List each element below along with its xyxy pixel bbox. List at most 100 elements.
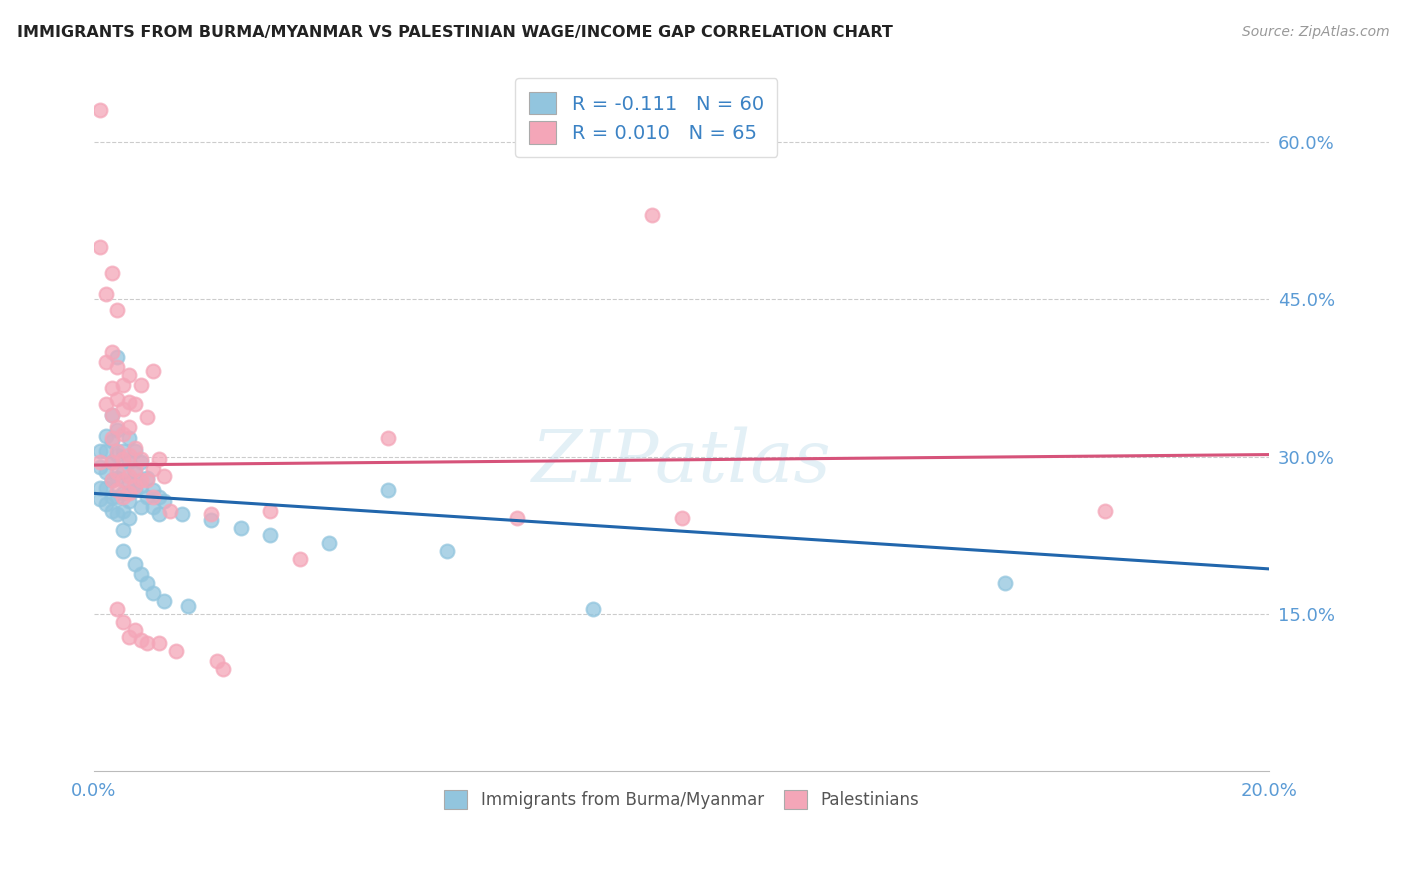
Point — [89, 240, 111, 254]
Point — [135, 490, 157, 504]
Point — [124, 483, 146, 498]
Point — [153, 594, 176, 608]
Point — [112, 615, 135, 630]
Point — [124, 466, 146, 480]
Point — [118, 493, 141, 508]
Point — [100, 344, 122, 359]
Point — [100, 473, 122, 487]
Point — [671, 510, 693, 524]
Point — [129, 633, 152, 648]
Point — [100, 434, 122, 448]
Point — [118, 510, 141, 524]
Legend: Immigrants from Burma/Myanmar, Palestinians: Immigrants from Burma/Myanmar, Palestini… — [437, 783, 927, 816]
Point — [124, 442, 146, 456]
Text: ZIPatlas: ZIPatlas — [531, 427, 831, 498]
Point — [112, 444, 135, 458]
Point — [100, 504, 122, 518]
Point — [148, 636, 170, 650]
Point — [165, 644, 187, 658]
Point — [200, 508, 222, 522]
Point — [118, 395, 141, 409]
Point — [135, 575, 157, 590]
Point — [118, 431, 141, 445]
Point — [107, 483, 129, 498]
Point — [118, 420, 141, 434]
Point — [94, 397, 117, 411]
Point — [100, 455, 122, 469]
Point — [124, 623, 146, 637]
Point — [142, 364, 165, 378]
Point — [100, 455, 122, 469]
Point — [100, 431, 122, 445]
Point — [124, 462, 146, 476]
Point — [94, 287, 117, 301]
Point — [118, 630, 141, 644]
Point — [582, 601, 605, 615]
Point — [259, 504, 281, 518]
Point — [259, 528, 281, 542]
Point — [107, 392, 129, 406]
Text: IMMIGRANTS FROM BURMA/MYANMAR VS PALESTINIAN WAGE/INCOME GAP CORRELATION CHART: IMMIGRANTS FROM BURMA/MYANMAR VS PALESTI… — [17, 25, 893, 40]
Point — [100, 408, 122, 422]
Point — [112, 473, 135, 487]
Point — [135, 470, 157, 484]
Point — [436, 544, 458, 558]
Point — [112, 523, 135, 537]
Point — [100, 266, 122, 280]
Point — [94, 497, 117, 511]
Point — [124, 397, 146, 411]
Point — [100, 490, 122, 504]
Point — [129, 500, 152, 514]
Point — [100, 408, 122, 422]
Point — [148, 451, 170, 466]
Point — [112, 490, 135, 504]
Point — [207, 654, 229, 668]
Point — [142, 490, 165, 504]
Point — [142, 500, 165, 514]
Point — [129, 451, 152, 466]
Point — [112, 426, 135, 441]
Point — [129, 567, 152, 582]
Point — [107, 490, 129, 504]
Point — [107, 466, 129, 480]
Point — [94, 428, 117, 442]
Point — [112, 544, 135, 558]
Point — [107, 302, 129, 317]
Point — [124, 479, 146, 493]
Point — [129, 479, 152, 493]
Point — [118, 368, 141, 382]
Point — [107, 424, 129, 438]
Point — [200, 513, 222, 527]
Point — [148, 508, 170, 522]
Text: Source: ZipAtlas.com: Source: ZipAtlas.com — [1241, 25, 1389, 39]
Point — [118, 455, 141, 469]
Point — [288, 552, 311, 566]
Point — [107, 350, 129, 364]
Point — [153, 468, 176, 483]
Point — [100, 473, 122, 487]
Point — [172, 508, 194, 522]
Point — [89, 460, 111, 475]
Point — [112, 378, 135, 392]
Point — [118, 475, 141, 490]
Point — [135, 473, 157, 487]
Point — [118, 486, 141, 500]
Point — [94, 466, 117, 480]
Point — [112, 451, 135, 466]
Point — [142, 462, 165, 476]
Point — [377, 483, 399, 498]
Point — [641, 208, 664, 222]
Point — [177, 599, 200, 613]
Point — [89, 444, 111, 458]
Point — [318, 535, 340, 549]
Point — [94, 481, 117, 495]
Point — [212, 662, 235, 676]
Point — [112, 486, 135, 500]
Point — [129, 473, 152, 487]
Point — [118, 448, 141, 462]
Point — [107, 508, 129, 522]
Point — [124, 444, 146, 458]
Point — [94, 444, 117, 458]
Point — [107, 420, 129, 434]
Point — [506, 510, 529, 524]
